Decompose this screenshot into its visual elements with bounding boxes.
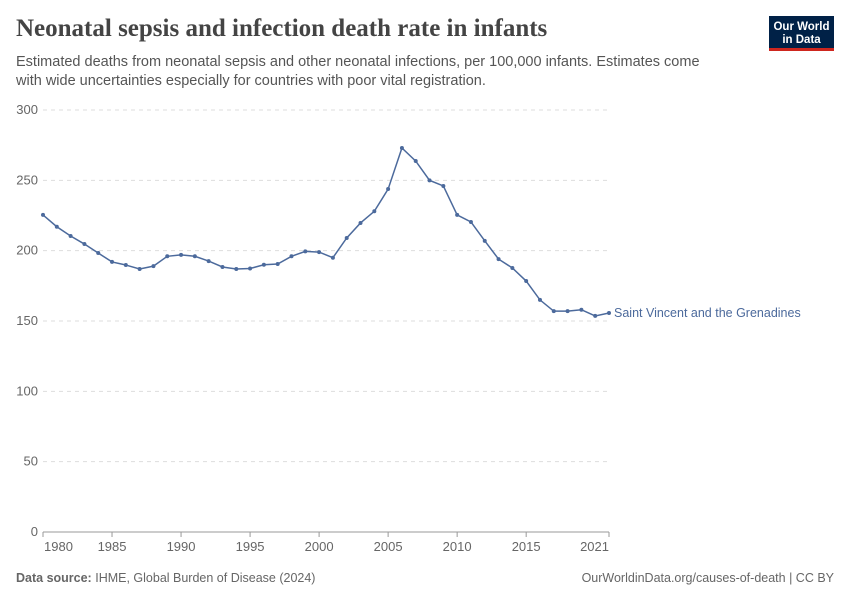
data-point	[468, 219, 473, 224]
data-point	[289, 254, 294, 259]
data-point	[537, 297, 542, 302]
y-tick-label: 0	[31, 524, 38, 539]
data-point	[261, 262, 266, 267]
data-point	[330, 255, 335, 260]
data-point	[192, 254, 197, 259]
data-point	[317, 250, 322, 255]
data-point	[275, 262, 280, 267]
logo[interactable]: Our World in Data	[769, 16, 834, 51]
logo-text: in Data	[782, 34, 821, 46]
data-point	[455, 212, 460, 217]
data-point	[41, 212, 45, 217]
data-point	[399, 145, 404, 150]
x-tick-label: 2021	[580, 539, 609, 554]
series-label: Saint Vincent and the Grenadines	[614, 306, 801, 320]
data-point	[372, 209, 377, 214]
data-point	[358, 220, 363, 225]
chart-title: Neonatal sepsis and infection death rate…	[16, 15, 548, 42]
x-tick-label: 2005	[374, 539, 403, 554]
data-point	[110, 259, 115, 264]
data-point	[427, 178, 432, 183]
data-point	[234, 266, 239, 271]
y-tick-label: 50	[24, 454, 38, 469]
x-tick-label: 2000	[305, 539, 334, 554]
data-point	[137, 266, 142, 271]
source-text: IHME, Global Burden of Disease (2024)	[95, 571, 315, 585]
x-tick-label: 1980	[44, 539, 73, 554]
data-point	[482, 238, 487, 243]
y-tick-label: 300	[16, 102, 38, 117]
source-label: Data source:	[16, 571, 92, 585]
data-point	[151, 264, 156, 269]
data-point	[123, 263, 128, 268]
y-tick-label: 200	[16, 243, 38, 258]
x-tick-label: 1990	[167, 539, 196, 554]
data-point	[579, 307, 584, 312]
y-tick-label: 100	[16, 383, 38, 398]
x-tick-label: 2015	[512, 539, 541, 554]
footer-link[interactable]: OurWorldinData.org/causes-of-death | CC …	[582, 571, 835, 585]
data-point	[303, 249, 308, 254]
data-point	[165, 254, 170, 259]
source: Data source: IHME, Global Burden of Dise…	[16, 571, 315, 585]
data-point	[496, 257, 501, 262]
data-point	[220, 264, 225, 269]
data-point	[413, 159, 418, 164]
data-point	[565, 309, 570, 314]
y-tick-label: 150	[16, 313, 38, 328]
data-point	[593, 313, 598, 318]
subtitle: Estimated deaths from neonatal sepsis an…	[16, 54, 700, 70]
x-tick-label: 1995	[236, 539, 265, 554]
data-point	[54, 224, 59, 229]
data-point	[386, 187, 391, 192]
data-point	[524, 279, 529, 284]
series-line	[42, 146, 610, 317]
data-point	[96, 251, 101, 256]
data-point	[68, 234, 73, 239]
data-point	[551, 309, 556, 314]
logo-text: Our World	[773, 21, 829, 33]
data-point	[510, 265, 515, 270]
logo-box	[769, 16, 834, 50]
data-point	[441, 183, 446, 188]
subtitle: with wide uncertainties especially for c…	[15, 73, 486, 89]
x-tick-label: 2010	[443, 539, 472, 554]
data-point	[607, 310, 611, 315]
data-point	[248, 266, 253, 271]
y-tick-label: 250	[16, 172, 38, 187]
logo-stripe	[769, 48, 834, 51]
data-point	[344, 236, 349, 241]
x-tick-label: 1985	[98, 539, 127, 554]
data-point	[206, 259, 211, 264]
data-point	[179, 252, 184, 257]
data-point	[82, 242, 87, 247]
